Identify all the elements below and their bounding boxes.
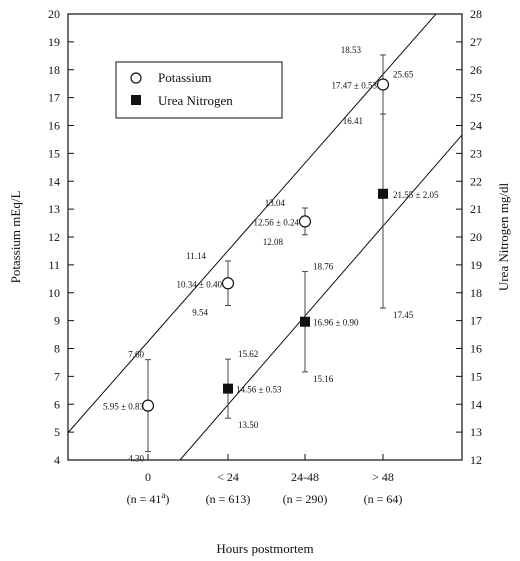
y-tick-label-left: 7 <box>54 369 60 383</box>
y-tick-label-right: 28 <box>470 7 482 21</box>
y-tick-label-left: 20 <box>48 7 60 21</box>
x-axis-title: Hours postmortem <box>216 541 313 556</box>
category-count-text: (n = 41 <box>127 492 162 506</box>
legend-box <box>115 61 283 119</box>
y-axis-title-left: Potassium mEq/L <box>8 191 23 284</box>
y-tick-label-right: 17 <box>470 314 482 328</box>
y-tick-label-left: 14 <box>48 174 60 188</box>
y-tick-label-right: 22 <box>470 174 482 188</box>
y-tick-label-right: 24 <box>470 119 482 133</box>
data-point-potassium <box>376 78 390 91</box>
y-tick-label-right: 14 <box>470 397 482 411</box>
category-count-superscript: a <box>161 490 165 500</box>
y-tick-label-right: 27 <box>470 35 482 49</box>
x-category-label: 24-48 <box>291 470 319 484</box>
y-tick-label-left: 9 <box>54 314 60 328</box>
x-category-count: (n = 41a) <box>127 490 170 506</box>
high-label-potassium: 13.04 <box>265 198 286 208</box>
y-tick-label-left: 16 <box>48 119 60 133</box>
y-tick-label-right: 20 <box>470 230 482 244</box>
y-tick-label-left: 18 <box>48 63 60 77</box>
x-category-label: 0 <box>145 470 151 484</box>
y-tick-label-right: 13 <box>470 425 482 439</box>
data-point-urea-nitrogen <box>223 383 233 394</box>
low-label-urea-nitrogen: 17.45 <box>393 310 414 320</box>
y-tick-label-right: 18 <box>470 286 482 300</box>
y-tick-label-right: 16 <box>470 342 482 356</box>
legend-label-urea-nitrogen: Urea Nitrogen <box>158 93 233 108</box>
low-label-potassium: 4.30 <box>128 454 144 464</box>
data-label-urea-nitrogen: 21.55 ± 2.05 <box>393 190 439 200</box>
data-label-potassium: 12.56 ± 0.24 <box>254 217 300 227</box>
y-tick-label-right: 23 <box>470 146 482 160</box>
low-label-urea-nitrogen: 13.50 <box>238 420 259 430</box>
data-label-urea-nitrogen: 14.56 ± 0.53 <box>236 385 282 395</box>
fit-line-urea-nitrogen <box>179 134 462 460</box>
y-tick-label-left: 5 <box>54 425 60 439</box>
data-point-potassium <box>221 277 235 290</box>
low-label-potassium: 16.41 <box>343 116 363 126</box>
y-tick-label-right: 21 <box>470 202 482 216</box>
y-tick-label-left: 13 <box>48 202 60 216</box>
legend: Potassium Urea Nitrogen <box>115 61 283 119</box>
x-category-count: (n = 64) <box>364 492 403 506</box>
y-tick-label-left: 19 <box>48 35 60 49</box>
high-label-urea-nitrogen: 18.76 <box>313 262 334 272</box>
high-label-potassium: 18.53 <box>341 45 362 55</box>
data-point-potassium <box>141 399 155 412</box>
x-category-label: > 48 <box>372 470 394 484</box>
data-label-urea-nitrogen: 16.96 ± 0.90 <box>313 318 359 328</box>
legend-label-potassium: Potassium <box>158 70 211 85</box>
x-category-label: < 24 <box>217 470 239 484</box>
y-tick-label-right: 12 <box>470 453 482 467</box>
data-label-potassium: 5.95 ± 0.83 <box>103 402 144 412</box>
y-tick-label-left: 8 <box>54 342 60 356</box>
low-label-potassium: 9.54 <box>192 308 208 318</box>
x-category-count: (n = 290) <box>283 492 328 506</box>
data-point-urea-nitrogen <box>378 188 388 199</box>
category-count-suffix: ) <box>165 492 169 506</box>
data-point-potassium <box>298 215 312 228</box>
fit-line-potassium <box>68 14 437 434</box>
y-tick-label-left: 10 <box>48 286 60 300</box>
data-label-potassium: 10.34 ± 0.40 <box>177 279 223 289</box>
high-label-potassium: 7.60 <box>128 350 144 360</box>
legend-marker-potassium <box>130 72 142 84</box>
y-axis-title-right: Urea Nitrogen mg/dl <box>496 182 511 291</box>
data-label-potassium: 17.47 ± 0.53 <box>332 81 378 91</box>
high-label-urea-nitrogen: 15.62 <box>238 349 258 359</box>
low-label-potassium: 12.08 <box>263 237 284 247</box>
x-category-count: (n = 613) <box>206 492 251 506</box>
y-tick-label-left: 15 <box>48 146 60 160</box>
legend-marker-urea-nitrogen <box>131 95 141 105</box>
y-tick-label-right: 15 <box>470 369 482 383</box>
y-tick-label-left: 12 <box>48 230 60 244</box>
high-label-urea-nitrogen: 25.65 <box>393 70 414 80</box>
y-tick-label-left: 11 <box>48 258 60 272</box>
y-tick-label-left: 4 <box>54 453 60 467</box>
y-tick-label-right: 26 <box>470 63 482 77</box>
y-tick-label-left: 6 <box>54 397 60 411</box>
high-label-potassium: 11.14 <box>186 251 206 261</box>
y-tick-label-right: 25 <box>470 91 482 105</box>
y-tick-label-left: 17 <box>48 91 60 105</box>
low-label-urea-nitrogen: 15.16 <box>313 374 334 384</box>
y-tick-label-right: 19 <box>470 258 482 272</box>
data-point-urea-nitrogen <box>300 316 310 327</box>
